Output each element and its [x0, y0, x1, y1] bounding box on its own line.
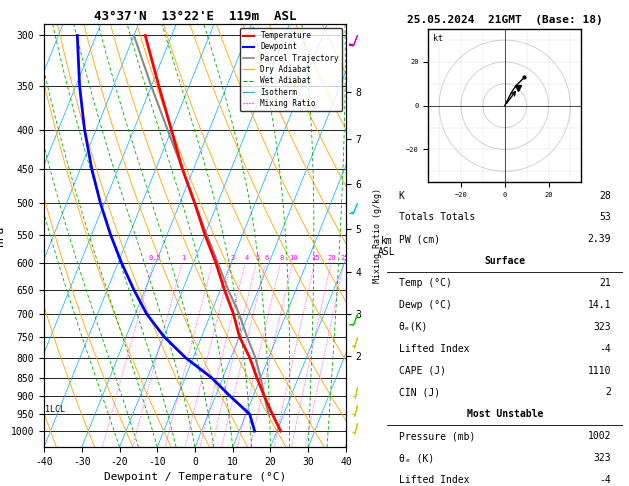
Text: Temp (°C): Temp (°C)	[399, 278, 452, 288]
Text: 53: 53	[599, 212, 611, 223]
Text: -4: -4	[599, 344, 611, 354]
Text: 323: 323	[593, 453, 611, 463]
Text: Lifted Index: Lifted Index	[399, 475, 469, 485]
Text: 25.05.2024  21GMT  (Base: 18): 25.05.2024 21GMT (Base: 18)	[407, 15, 603, 25]
Text: 10: 10	[289, 255, 298, 260]
Legend: Temperature, Dewpoint, Parcel Trajectory, Dry Adiabat, Wet Adiabat, Isotherm, Mi: Temperature, Dewpoint, Parcel Trajectory…	[240, 28, 342, 111]
Text: 20: 20	[328, 255, 337, 260]
Text: 25: 25	[341, 255, 349, 260]
Text: CAPE (J): CAPE (J)	[399, 365, 445, 376]
Text: CIN (J): CIN (J)	[399, 387, 440, 398]
Title: 43°37'N  13°22'E  119m  ASL: 43°37'N 13°22'E 119m ASL	[94, 10, 296, 23]
Text: 14.1: 14.1	[587, 300, 611, 310]
Text: 2: 2	[212, 255, 216, 260]
Text: 1002: 1002	[587, 431, 611, 441]
Text: PW (cm): PW (cm)	[399, 234, 440, 244]
Text: Pressure (mb): Pressure (mb)	[399, 431, 475, 441]
Text: 2.39: 2.39	[587, 234, 611, 244]
Y-axis label: hPa: hPa	[0, 226, 5, 246]
Text: 1: 1	[181, 255, 186, 260]
Text: 3: 3	[231, 255, 235, 260]
Text: K: K	[399, 191, 404, 201]
X-axis label: Dewpoint / Temperature (°C): Dewpoint / Temperature (°C)	[104, 472, 286, 483]
Text: 21: 21	[599, 278, 611, 288]
Text: 5: 5	[255, 255, 260, 260]
Text: θₑ(K): θₑ(K)	[399, 322, 428, 332]
Text: 4: 4	[245, 255, 248, 260]
Text: 1LCL: 1LCL	[45, 404, 65, 414]
Text: θₑ (K): θₑ (K)	[399, 453, 434, 463]
Text: -4: -4	[599, 475, 611, 485]
Text: 28: 28	[599, 191, 611, 201]
Text: 8: 8	[280, 255, 284, 260]
Text: 15: 15	[311, 255, 320, 260]
Text: 2: 2	[605, 387, 611, 398]
Y-axis label: km
ASL: km ASL	[378, 236, 396, 257]
Text: 323: 323	[593, 322, 611, 332]
Text: Dewp (°C): Dewp (°C)	[399, 300, 452, 310]
Text: 1110: 1110	[587, 365, 611, 376]
Text: Mixing Ratio (g/kg): Mixing Ratio (g/kg)	[373, 188, 382, 283]
Text: Totals Totals: Totals Totals	[399, 212, 475, 223]
Text: Most Unstable: Most Unstable	[467, 409, 543, 419]
Text: 6: 6	[265, 255, 269, 260]
Text: Surface: Surface	[484, 256, 525, 266]
Text: kt: kt	[433, 34, 443, 43]
Text: Lifted Index: Lifted Index	[399, 344, 469, 354]
Text: 0.5: 0.5	[148, 255, 161, 260]
